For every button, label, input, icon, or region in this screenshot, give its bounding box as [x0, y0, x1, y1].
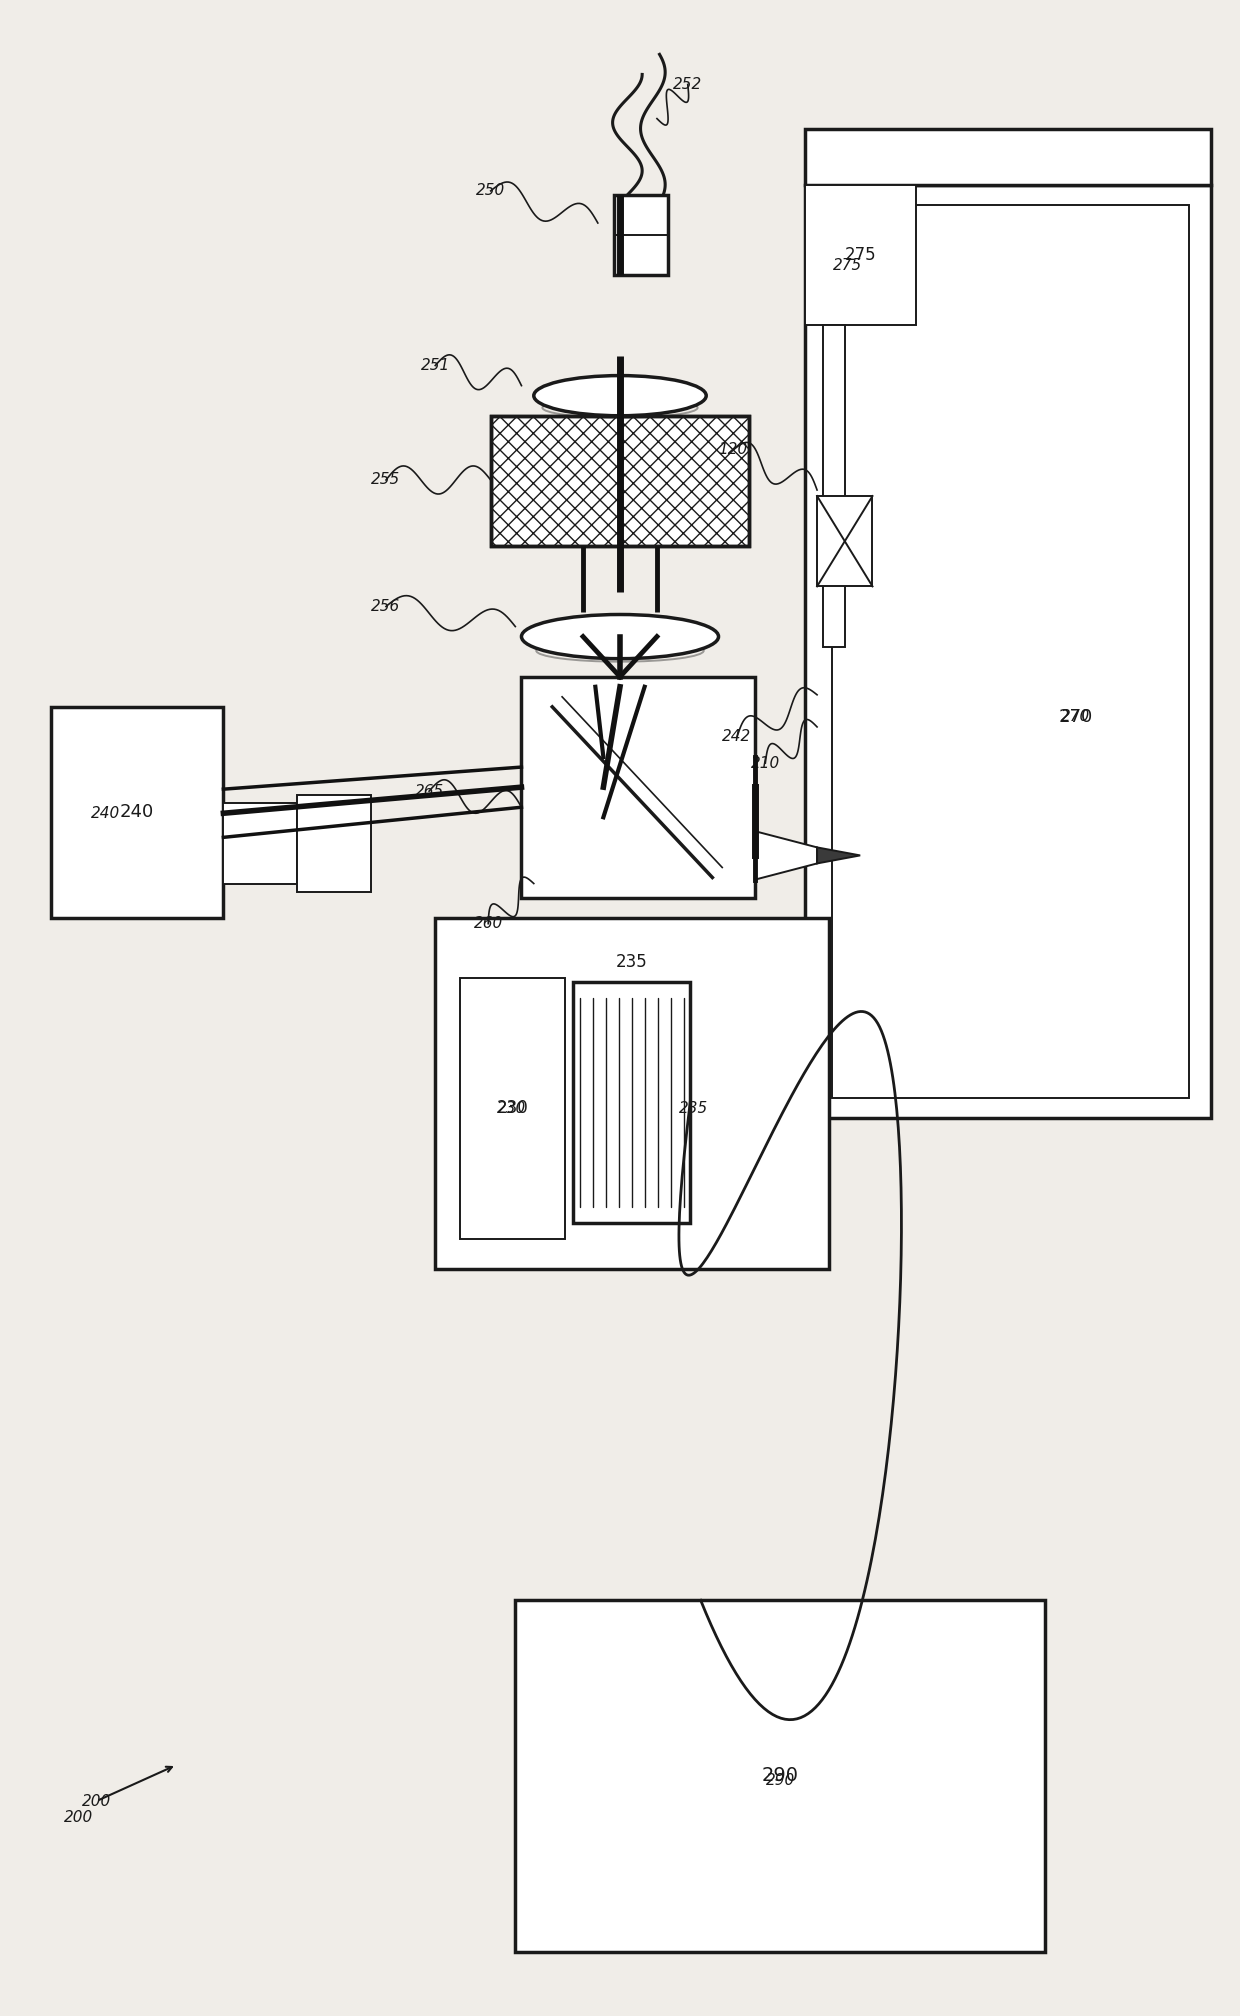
Text: 230: 230	[497, 1101, 526, 1117]
Text: 210: 210	[750, 756, 780, 770]
Text: 256: 256	[371, 599, 401, 615]
Bar	[223, 802, 298, 883]
Bar	[573, 982, 691, 1224]
Bar	[491, 415, 749, 546]
Bar	[522, 677, 755, 897]
Text: 235: 235	[680, 1101, 708, 1117]
Polygon shape	[755, 831, 817, 879]
Text: 242: 242	[723, 730, 751, 744]
Bar	[614, 196, 668, 276]
Bar	[823, 325, 846, 647]
Text: 251: 251	[420, 359, 450, 373]
Text: 275: 275	[833, 258, 863, 272]
Bar	[805, 129, 1211, 185]
Text: 260: 260	[474, 915, 503, 931]
Bar	[298, 794, 371, 891]
Polygon shape	[817, 847, 861, 863]
Text: 120: 120	[719, 442, 748, 458]
Text: 275: 275	[844, 246, 875, 264]
Text: 265: 265	[414, 784, 444, 798]
Bar	[460, 978, 564, 1240]
Bar	[435, 917, 830, 1268]
Bar	[805, 185, 1211, 1119]
Text: 255: 255	[371, 472, 401, 488]
Bar	[832, 206, 1189, 1099]
Text: 252: 252	[673, 77, 702, 93]
Text: 250: 250	[476, 183, 506, 198]
Text: 270: 270	[1059, 708, 1092, 726]
Bar	[491, 415, 749, 546]
Bar	[516, 1601, 1045, 1951]
Bar	[51, 708, 223, 917]
Ellipse shape	[533, 375, 707, 415]
Ellipse shape	[522, 615, 718, 659]
Bar	[817, 496, 873, 587]
Text: 200: 200	[82, 1794, 112, 1808]
Text: 290: 290	[765, 1774, 795, 1788]
Text: 230: 230	[496, 1099, 528, 1117]
Text: 240: 240	[120, 802, 154, 821]
Bar	[805, 185, 915, 325]
Text: 290: 290	[761, 1766, 799, 1786]
Text: 235: 235	[616, 954, 647, 972]
Text: 270: 270	[1061, 710, 1090, 724]
Text: 200: 200	[63, 1810, 93, 1824]
Text: 240: 240	[91, 806, 120, 821]
